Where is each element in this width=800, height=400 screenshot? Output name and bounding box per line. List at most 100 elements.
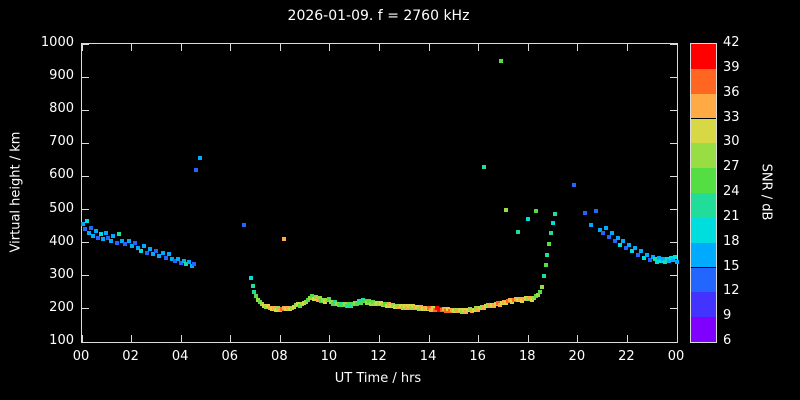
- colorbar-tick-label: 12: [723, 283, 740, 299]
- x-tick: [131, 335, 133, 342]
- y-tick: [670, 76, 677, 78]
- data-point: [129, 243, 134, 248]
- data-point: [583, 210, 588, 215]
- x-tick: [230, 44, 232, 51]
- data-point: [254, 293, 259, 298]
- colorbar-tick-label: 27: [723, 159, 740, 175]
- data-point: [552, 211, 557, 216]
- data-point: [86, 230, 91, 235]
- data-point: [186, 259, 191, 264]
- data-point: [317, 296, 322, 301]
- y-tick-label: 800: [49, 101, 74, 117]
- x-tick-label: 22: [618, 349, 635, 364]
- y-tick-label: 400: [49, 233, 74, 249]
- data-point: [114, 240, 119, 245]
- y-tick: [670, 142, 677, 144]
- data-point: [598, 228, 603, 233]
- data-point: [621, 239, 626, 244]
- data-point: [172, 258, 177, 263]
- y-axis-label: Virtual height / km: [8, 131, 24, 253]
- y-tick: [670, 109, 677, 111]
- data-point: [132, 240, 137, 245]
- y-tick: [82, 308, 89, 310]
- data-point: [550, 221, 555, 226]
- colorbar-segment: [691, 267, 716, 293]
- colorbar-tick-label: 15: [723, 258, 740, 274]
- y-tick: [82, 275, 89, 277]
- data-point: [481, 164, 486, 169]
- plot-area: [81, 43, 679, 343]
- x-tick-label: 20: [568, 349, 586, 364]
- data-point: [636, 252, 641, 257]
- data-point: [630, 249, 635, 254]
- data-point: [179, 260, 184, 265]
- x-tick-label: 06: [221, 349, 239, 364]
- y-tick-label: 200: [49, 299, 74, 315]
- y-tick: [670, 308, 677, 310]
- y-tick: [82, 209, 89, 211]
- data-point: [548, 231, 553, 236]
- data-point: [160, 250, 165, 255]
- x-tick: [81, 335, 83, 342]
- data-point: [181, 258, 186, 263]
- data-point: [91, 234, 96, 239]
- data-point: [539, 285, 544, 290]
- x-tick: [478, 335, 480, 342]
- data-point: [533, 209, 538, 214]
- data-point: [184, 262, 189, 267]
- data-point: [313, 294, 318, 299]
- data-point: [627, 242, 632, 247]
- data-point: [197, 156, 202, 161]
- data-point: [282, 236, 287, 241]
- data-point: [98, 232, 103, 237]
- data-point: [141, 243, 146, 248]
- colorbar-segment: [691, 93, 716, 119]
- x-tick-label: 04: [171, 349, 189, 364]
- colorbar-segment: [691, 292, 716, 318]
- data-point: [154, 248, 159, 253]
- y-tick: [670, 175, 677, 177]
- colorbar-tick-label: 21: [723, 208, 740, 224]
- data-point: [653, 257, 658, 262]
- x-tick: [279, 335, 281, 342]
- data-point: [309, 294, 314, 299]
- data-point: [673, 255, 678, 260]
- data-point: [110, 234, 115, 239]
- data-point: [139, 248, 143, 253]
- x-tick-label: 08: [271, 349, 288, 364]
- data-point: [609, 231, 614, 236]
- data-point: [106, 235, 111, 240]
- data-point: [242, 223, 247, 228]
- data-point: [108, 239, 113, 243]
- y-tick: [670, 242, 677, 244]
- x-tick-label: 18: [518, 349, 536, 364]
- data-point: [545, 253, 550, 258]
- data-point: [355, 302, 360, 307]
- colorbar-segment: [691, 193, 716, 218]
- colorbar-tick-label: 6: [723, 333, 732, 348]
- colorbar-tick-label: 24: [723, 184, 740, 199]
- data-point: [120, 239, 125, 243]
- x-tick: [180, 335, 182, 342]
- data-point: [166, 252, 171, 257]
- x-tick-label: 00: [667, 349, 685, 364]
- x-tick-label: 02: [122, 349, 139, 364]
- data-point: [126, 239, 131, 243]
- colorbar-tick-label: 42: [723, 35, 740, 50]
- y-tick-label: 300: [49, 266, 74, 282]
- y-tick: [82, 341, 89, 343]
- colorbar: [690, 43, 717, 343]
- data-point: [250, 284, 255, 289]
- colorbar-tick-label: 18: [723, 233, 740, 249]
- x-tick: [379, 335, 380, 342]
- x-tick: [379, 44, 380, 51]
- y-tick-label: 1000: [40, 35, 74, 50]
- x-tick: [131, 44, 133, 51]
- x-tick-label: 14: [419, 349, 437, 364]
- colorbar-tick-label: 30: [723, 134, 740, 150]
- data-point: [101, 237, 106, 242]
- colorbar-segment: [691, 143, 716, 169]
- data-point: [674, 259, 679, 264]
- x-tick-label: 12: [370, 349, 387, 364]
